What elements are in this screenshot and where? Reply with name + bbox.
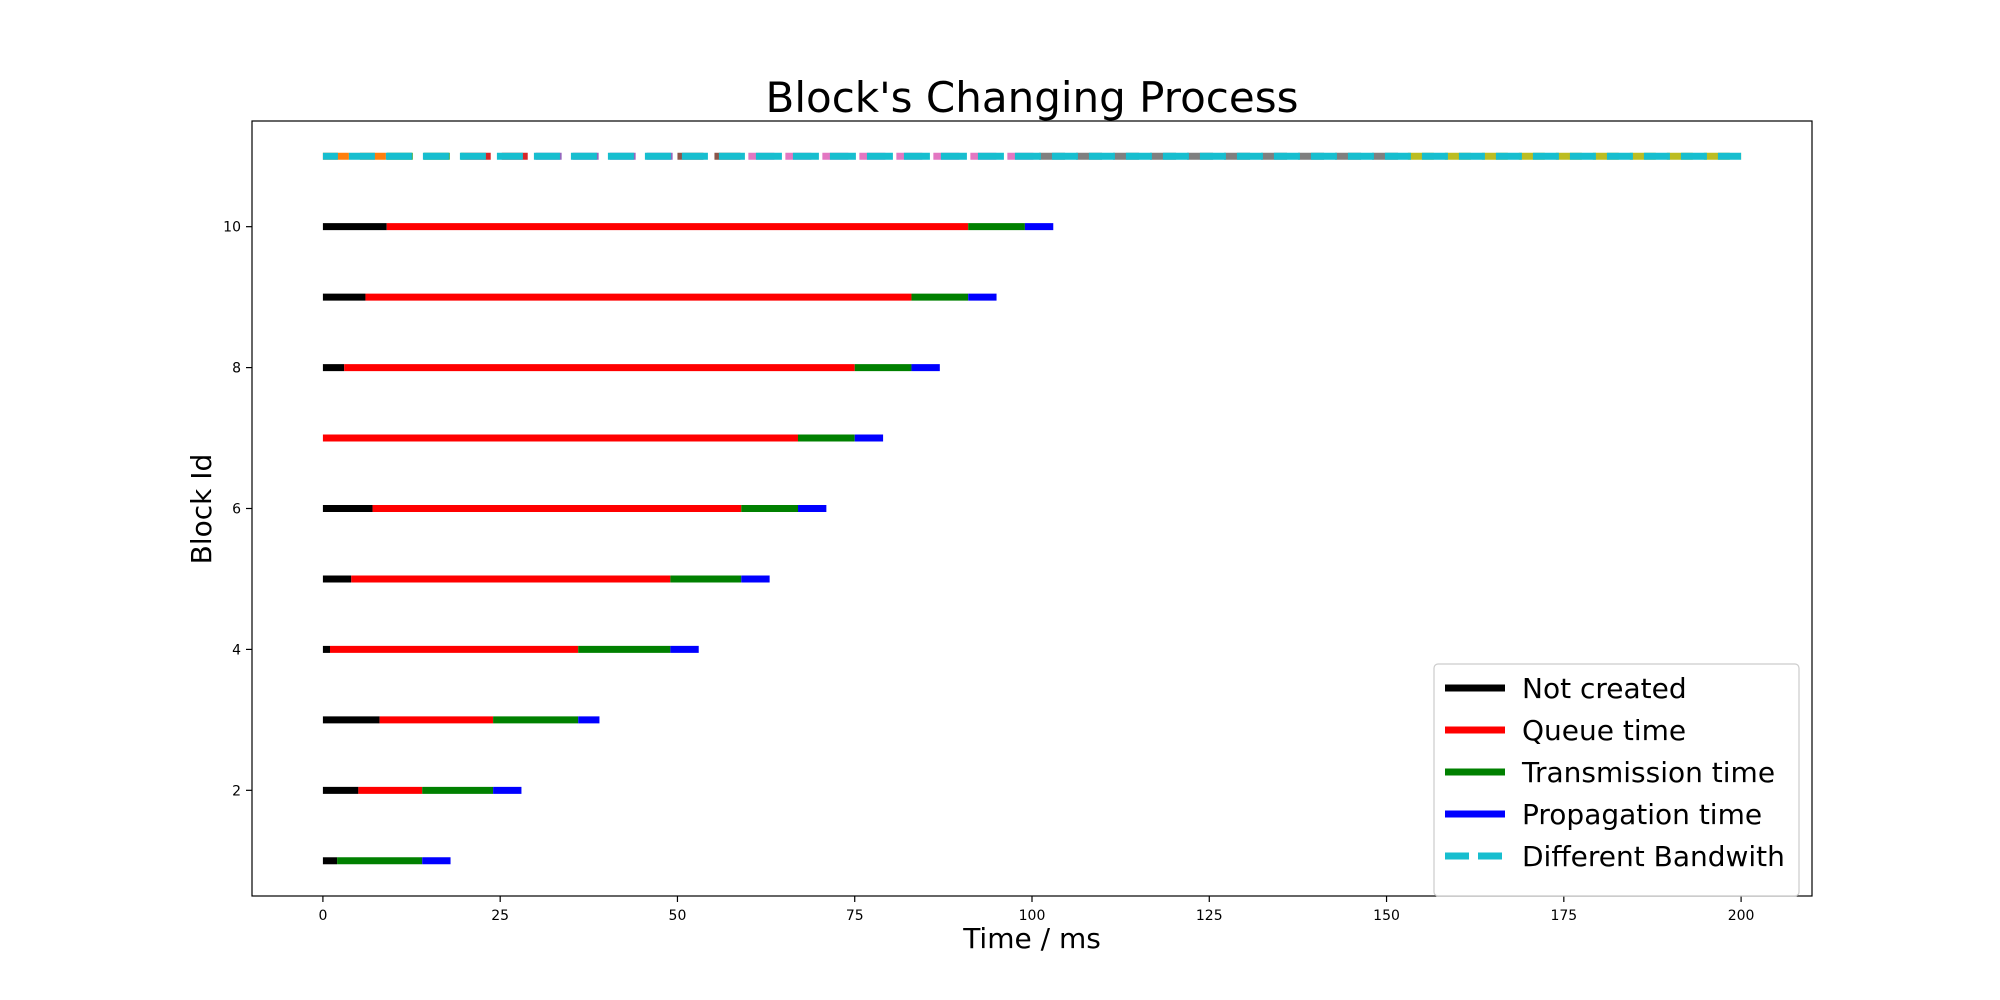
x-axis: 0 25 50 75 100 125 150 175 200 <box>318 896 1754 924</box>
y-axis: 2 4 6 8 10 <box>223 220 252 799</box>
x-tick-label: 125 <box>1196 908 1223 924</box>
x-tick-label: 175 <box>1550 908 1577 924</box>
x-tick-label: 50 <box>669 908 687 924</box>
legend-label-propagation: Propagation time <box>1522 798 1762 831</box>
y-tick-label: 4 <box>232 642 241 658</box>
y-tick-label: 8 <box>232 361 241 377</box>
x-tick-label: 25 <box>491 908 509 924</box>
legend-label-bandwidth: Different Bandwith <box>1522 840 1785 873</box>
legend-label-queue: Queue time <box>1522 714 1686 747</box>
chart-title: Block's Changing Process <box>766 73 1299 122</box>
x-tick-label: 75 <box>846 908 864 924</box>
y-tick-label: 6 <box>232 502 241 518</box>
legend-label-not-created: Not created <box>1522 672 1687 705</box>
y-tick-label: 10 <box>223 220 241 236</box>
x-tick-label: 150 <box>1373 908 1400 924</box>
plot-area <box>322 152 1742 865</box>
x-tick-label: 200 <box>1728 908 1755 924</box>
x-tick-label: 100 <box>1019 908 1046 924</box>
x-axis-label: Time / ms <box>962 922 1101 955</box>
legend-box <box>1433 663 1800 897</box>
x-tick-label: 0 <box>318 908 327 924</box>
y-axis-label: Block Id <box>185 454 218 565</box>
legend-label-transmission: Transmission time <box>1521 756 1775 789</box>
y-tick-label: 2 <box>232 783 241 799</box>
legend: Not created Queue time Transmission time Pr… <box>1433 663 1800 897</box>
